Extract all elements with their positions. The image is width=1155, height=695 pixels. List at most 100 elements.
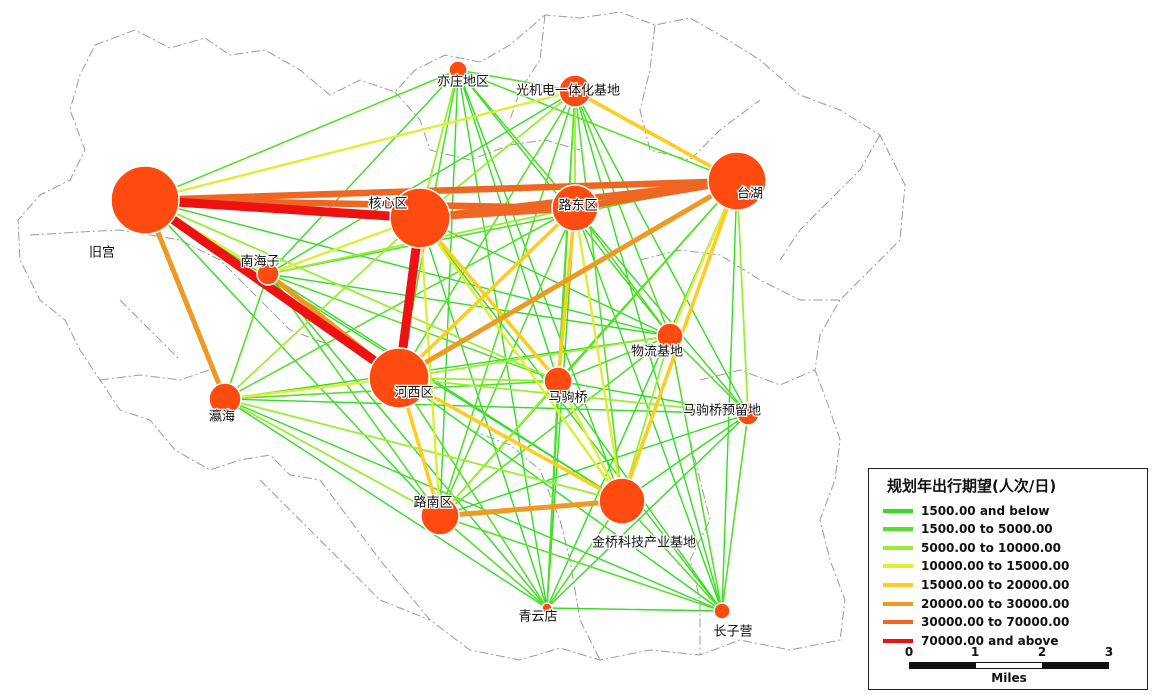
desire-line-jinqiao-changziying	[621, 500, 723, 612]
zone-node-jiugong	[110, 165, 180, 235]
desire-line-hexin-majuqiao	[418, 216, 560, 383]
legend-entry: 10000.00 to 15000.00	[883, 558, 1069, 575]
zone-label-guangji: 光机电一体化基地	[516, 84, 620, 99]
desire-line-guangji-lunan	[439, 90, 576, 517]
desire-line-guangji-changziying	[574, 90, 723, 612]
zone-node-wuliu	[656, 322, 684, 350]
desire-line-yizhuang-qingyundian	[457, 69, 548, 609]
boundary-line	[99, 367, 216, 381]
boundary-line	[689, 439, 711, 655]
zone-label-ludong: 路东区	[558, 198, 597, 214]
desire-line-jiugong-yizhuang	[144, 69, 459, 201]
desire-line-qingyundian-changziying	[546, 607, 723, 612]
desire-line-nanhaizi-qingyundian	[267, 273, 548, 609]
legend-label: 15000.00 to 20000.00	[921, 577, 1070, 592]
zone-node-yizhuang	[448, 60, 468, 80]
legend-label: 70000.00 and above	[921, 633, 1059, 648]
legend-entry: 20000.00 to 30000.00	[883, 595, 1069, 612]
desire-line-hexi-wuliu	[398, 335, 671, 379]
desire-line-nanhaizi-wuliu	[267, 273, 671, 337]
desire-line-majuqiaoyl-jinqiao	[621, 413, 749, 502]
legend-entry: 30000.00 to 70000.00	[883, 614, 1069, 631]
zone-label-qingyundian: 青云店	[518, 610, 557, 625]
zone-node-hexi	[368, 347, 430, 409]
zone-label-taihu: 台湖	[737, 187, 763, 202]
legend-label: 1500.00 and below	[921, 503, 1050, 518]
desire-line-lunan-jinqiao	[437, 498, 625, 519]
legend-swatch	[883, 564, 913, 569]
zone-node-taihu	[707, 151, 767, 211]
desire-line-nanhaizi-majuqiao	[267, 273, 559, 382]
zone-label-hexin: 核心区	[368, 197, 407, 212]
zone-label-jiugong: 旧宫	[89, 246, 115, 261]
zone-node-guangji	[558, 74, 592, 108]
desire-line-yinghai-jinqiao	[224, 398, 623, 502]
zone-node-changziying	[713, 602, 731, 620]
desire-line-hexin-lunan	[418, 216, 442, 518]
zone-label-nanhaizi: 南海子	[240, 254, 279, 270]
scale-bar: 0 1 2 3 Miles	[905, 645, 1113, 689]
legend-label: 5000.00 to 10000.00	[921, 540, 1061, 555]
zone-label-changziying: 长子营	[713, 625, 752, 640]
legend-swatch	[883, 601, 913, 606]
desire-line-hexi-taihu	[396, 178, 740, 381]
desire-line-yizhuang-guangji	[457, 69, 576, 92]
legend-swatch	[883, 620, 913, 625]
boundary-line	[779, 134, 881, 261]
desire-line-jiugong-hexin	[140, 195, 425, 223]
desire-line-ludong-majuqiaoyl	[574, 207, 749, 415]
desire-line-jiugong-yinghai	[142, 197, 228, 402]
desire-line-yizhuang-lunan	[439, 69, 459, 517]
zone-label-yinghai: 瀛海	[209, 409, 235, 425]
zone-node-yinghai	[208, 382, 242, 416]
desire-line-yizhuang-jinqiao	[457, 69, 623, 502]
desire-line-majuqiao-qingyundian	[546, 380, 559, 609]
zone-node-majuqiao	[543, 366, 573, 396]
desire-line-lunan-qingyundian	[439, 515, 548, 609]
desire-line-jiugong-majuqiao	[144, 199, 559, 382]
desire-line-yinghai-qingyundian	[224, 398, 548, 609]
desire-line-jiugong-lunan	[144, 199, 441, 517]
desire-line-yizhuang-majuqiao	[457, 69, 559, 382]
boundary-line	[29, 229, 331, 346]
desire-line-jiugong-jinqiao	[144, 199, 623, 502]
desire-line-ludong-qingyundian	[546, 207, 576, 609]
desire-line-ludong-majuqiao	[556, 206, 577, 383]
zone-node-majuqiaoyl	[736, 402, 760, 426]
scale-segment	[975, 662, 1043, 669]
desire-line-majuqiaoyl-changziying	[721, 413, 749, 612]
desire-line-hexi-qingyundian	[398, 377, 548, 609]
boundary-line	[639, 24, 761, 161]
desire-line-wuliu-majuqiaoyl	[669, 335, 749, 415]
desire-line-jiugong-taihu	[141, 177, 741, 204]
legend-swatch	[883, 527, 913, 532]
desire-line-hexin-guangji	[419, 90, 576, 219]
desire-line-lunan-changziying	[439, 515, 723, 612]
zone-node-ludong	[551, 184, 599, 232]
desire-line-wuliu-lunan	[439, 335, 671, 517]
scale-segment	[1042, 662, 1109, 669]
legend-swatch	[883, 508, 913, 513]
boundary-line	[17, 11, 906, 661]
desire-line-hexi-majuqiaoyl	[398, 377, 749, 415]
legend-label: 30000.00 to 70000.00	[921, 615, 1070, 630]
desire-line-wuliu-majuqiao	[557, 335, 671, 382]
legend-swatch	[883, 545, 913, 550]
legend-swatch	[883, 638, 913, 643]
desire-line-guangji-wuliu	[574, 90, 671, 337]
desire-line-guangji-majuqiao	[557, 90, 576, 382]
desire-line-wuliu-changziying	[669, 335, 723, 612]
zone-label-lunan: 路南区	[413, 495, 452, 511]
zone-node-nanhaizi	[256, 262, 280, 286]
boundary-line	[469, 429, 601, 661]
desire-line-yizhuang-taihu	[457, 69, 738, 182]
zone-label-jinqiao: 金桥科技产业基地	[592, 535, 696, 551]
desire-line-ludong-jinqiao	[573, 206, 624, 503]
desire-line-majuqiaoyl-lunan	[439, 413, 749, 517]
zone-centroids	[110, 60, 767, 620]
desire-line-hexin-changziying	[419, 217, 723, 612]
legend-label: 10000.00 to 15000.00	[921, 559, 1070, 574]
desire-line-majuqiaoyl-qingyundian	[546, 413, 749, 609]
legend-swatch	[883, 582, 913, 587]
